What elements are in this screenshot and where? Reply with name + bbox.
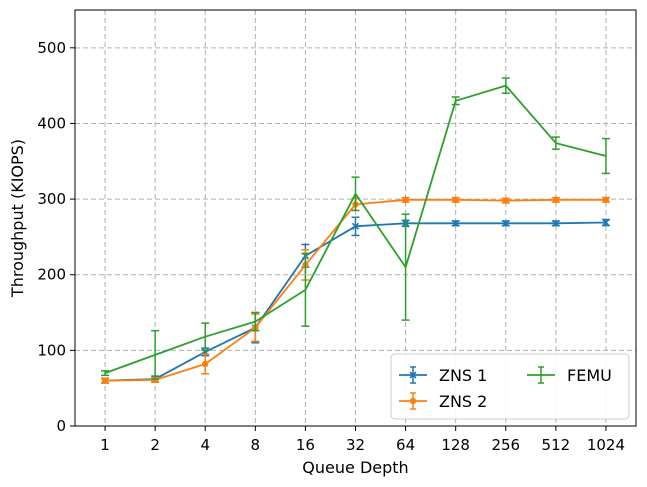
data-point [552,219,560,227]
data-point [502,197,509,204]
legend: ZNS 1 ZNS 2 FEMU [390,353,630,420]
data-point [502,219,510,227]
x-axis-label: Queue Depth [302,458,408,477]
data-point [452,219,460,227]
x-axis: 1 2 4 8 16 32 64 128 256 512 1024 [100,426,625,454]
y-axis: 0 100 200 300 400 500 [37,39,75,435]
legend-marker [409,397,417,405]
x-tick-label: 16 [296,436,315,454]
x-tick-label: 32 [346,436,365,454]
x-tick-label: 64 [396,436,415,454]
y-tick-label: 400 [37,114,66,132]
x-tick-label: 4 [200,436,210,454]
data-point [402,196,409,204]
y-tick-label: 300 [37,190,66,208]
y-tick-label: 100 [37,341,66,359]
legend-entry: ZNS 1 [399,366,487,385]
x-tick-label: 8 [251,436,261,454]
legend-entry: FEMU [527,366,612,385]
data-point [202,360,209,368]
x-tick-label: 2 [150,436,160,454]
legend-label: FEMU [567,366,612,385]
data-point [452,196,459,204]
x-tick-label: 1024 [587,436,625,454]
legend-entry: ZNS 2 [399,392,487,411]
legend-label: ZNS 1 [439,366,487,385]
x-tick-label: 256 [491,436,520,454]
data-point [101,377,109,384]
legend-marker [409,371,417,379]
x-tick-label: 512 [542,436,571,454]
legend-box [390,353,630,420]
data-point [602,196,610,204]
x-tick-label: 1 [100,436,110,454]
data-point [602,218,610,227]
series-femu [101,77,610,380]
series-line [104,84,607,374]
data-point [552,196,560,204]
plot-series [101,77,610,385]
y-tick-label: 0 [56,417,66,435]
x-tick-label: 128 [441,436,470,454]
data-point [351,222,360,230]
y-tick-label: 500 [37,39,66,57]
y-axis-label: Throughput (KIOPS) [8,139,27,298]
data-point [151,376,159,384]
legend-label: ZNS 2 [439,392,487,411]
y-tick-label: 200 [37,266,66,284]
